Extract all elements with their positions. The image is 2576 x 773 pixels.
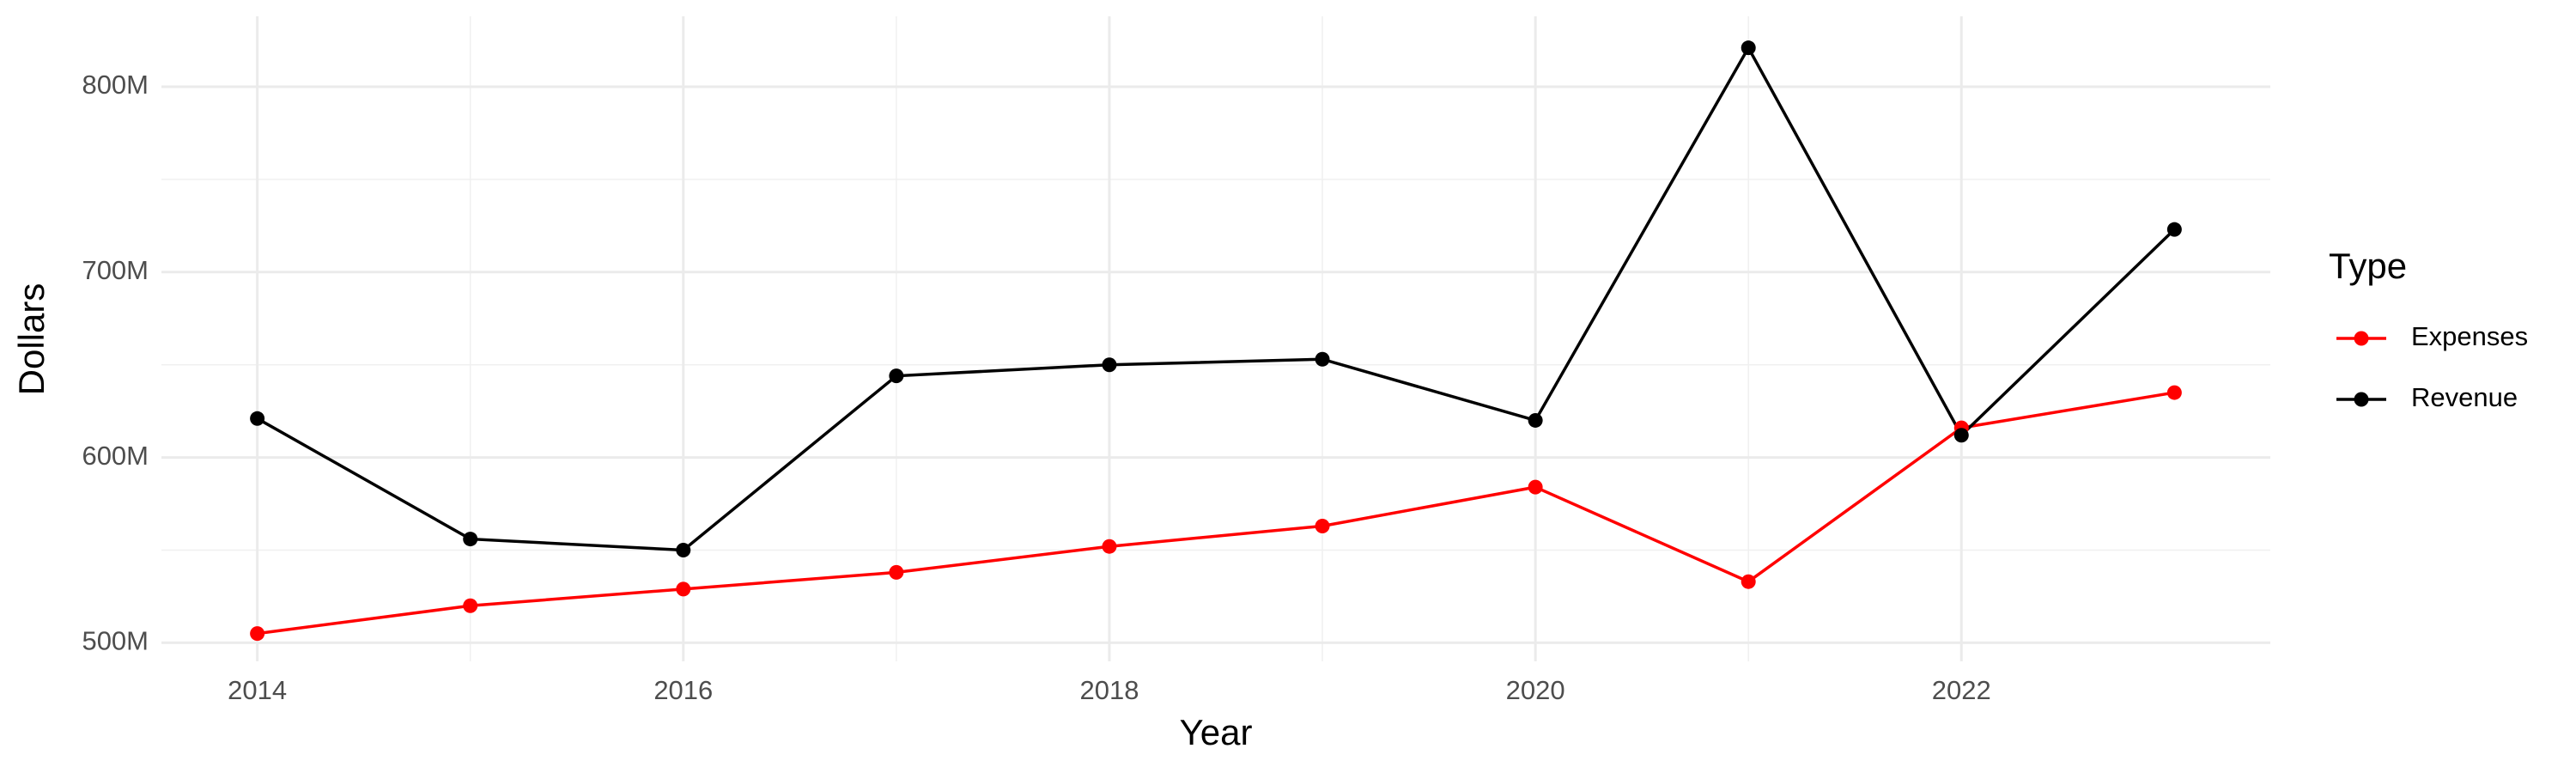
data-point — [889, 368, 904, 384]
x-tick-label: 2022 — [1932, 675, 1991, 705]
x-axis-title: Year — [1180, 712, 1253, 752]
y-tick-label: 800M — [82, 70, 149, 100]
data-point — [676, 543, 691, 558]
data-point — [463, 598, 478, 613]
data-point — [2166, 385, 2182, 400]
data-point — [1315, 518, 1330, 533]
data-point — [463, 532, 478, 547]
x-tick-label: 2016 — [653, 675, 713, 705]
data-point — [250, 626, 265, 642]
y-tick-label: 700M — [82, 255, 149, 285]
y-tick-label: 600M — [82, 441, 149, 471]
data-point — [889, 564, 904, 580]
x-tick-label: 2014 — [228, 675, 287, 705]
data-point — [1315, 351, 1330, 367]
data-point — [1528, 412, 1543, 428]
data-point — [1953, 428, 1969, 443]
x-tick-label: 2018 — [1079, 675, 1139, 705]
data-point — [250, 411, 265, 426]
x-tick-label: 2020 — [1506, 675, 1565, 705]
legend-label: Revenue — [2411, 382, 2518, 412]
series-line — [257, 391, 2175, 636]
legend-title: Type — [2329, 246, 2407, 286]
legend-label: Expenses — [2411, 321, 2528, 351]
grid — [161, 16, 2270, 661]
data-point — [676, 581, 691, 597]
plot-area — [250, 40, 2182, 642]
legend-key-point — [2354, 392, 2369, 407]
y-axis-title: Dollars — [11, 283, 52, 396]
data-point — [1528, 479, 1543, 495]
y-tick-label: 500M — [82, 626, 149, 656]
data-point — [1741, 40, 1756, 56]
legend-key-point — [2354, 331, 2369, 346]
data-point — [1741, 574, 1756, 589]
series-line — [256, 45, 2176, 552]
data-point — [2166, 222, 2182, 237]
data-point — [1102, 357, 1117, 373]
data-point — [1102, 539, 1117, 554]
